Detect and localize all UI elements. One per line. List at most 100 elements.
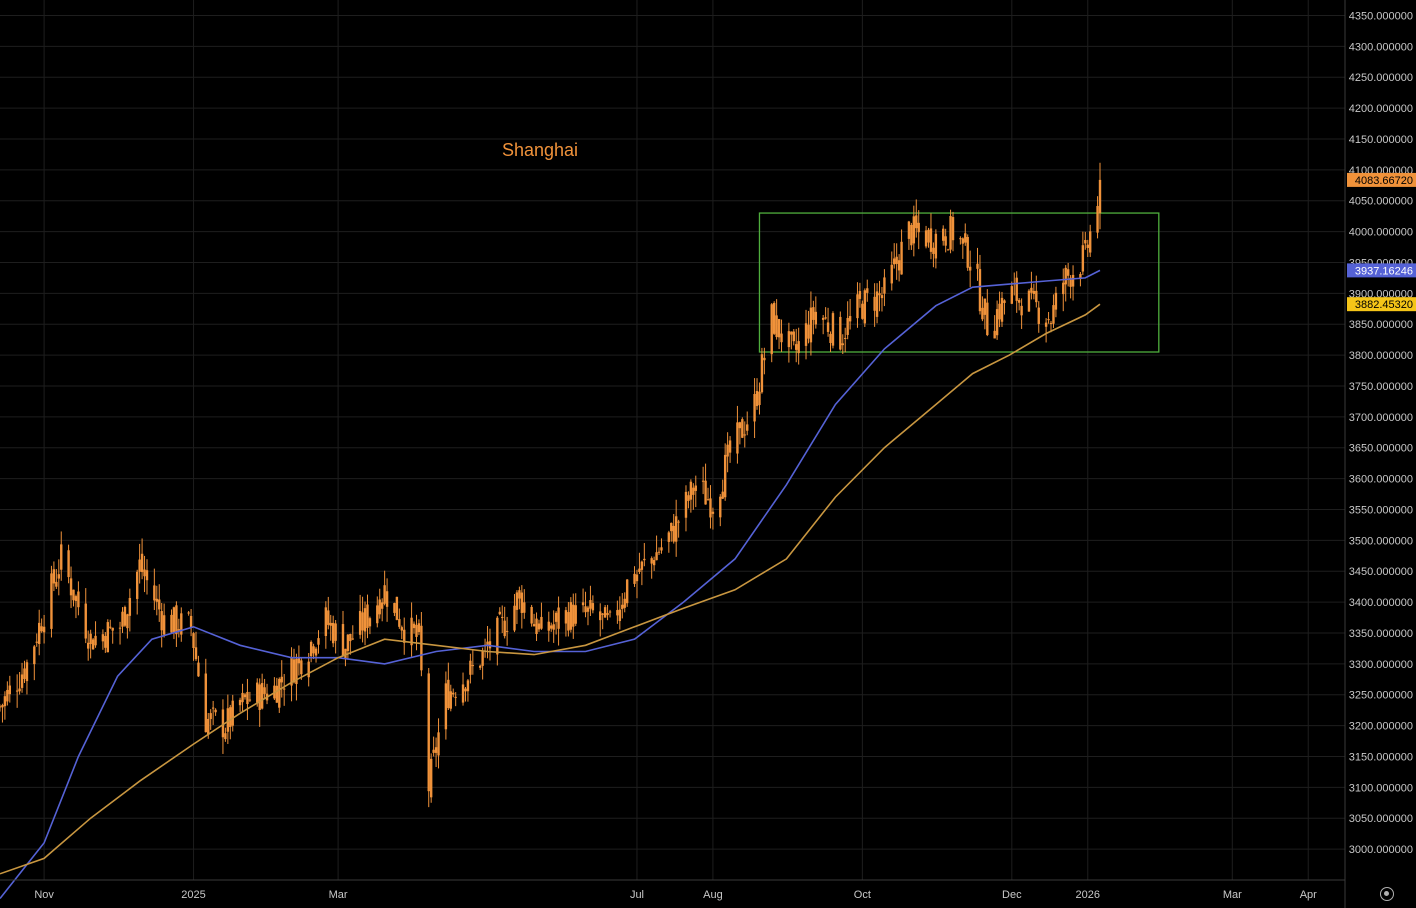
- candle-body: [246, 691, 249, 705]
- candle-body: [616, 610, 619, 616]
- candle-body: [674, 516, 678, 542]
- candle-body: [873, 296, 876, 311]
- candle-body: [893, 258, 896, 265]
- candle-body: [243, 694, 247, 698]
- candle-body: [363, 608, 367, 632]
- candle-body: [883, 277, 886, 294]
- candle-body: [863, 290, 867, 324]
- time-axis[interactable]: Nov 2025 Mar Jul Aug Oct Dec 2026 Mar Apr: [34, 889, 1317, 901]
- candle-body: [1066, 269, 1070, 276]
- candle-body: [466, 680, 470, 692]
- candle-body: [1000, 297, 1004, 322]
- candle-body: [1044, 322, 1048, 327]
- candle-body: [393, 603, 396, 613]
- candle-body: [728, 440, 732, 453]
- x-tick-label: Apr: [1300, 889, 1317, 901]
- candle-body: [777, 319, 781, 338]
- y-tick-label: 3500.000000: [1349, 535, 1413, 547]
- candle-body: [471, 665, 475, 667]
- candle-body: [875, 291, 879, 317]
- candle-body: [400, 627, 403, 631]
- y-tick-label: 3600.000000: [1349, 474, 1413, 486]
- candle-body: [0, 706, 2, 708]
- candle-body: [211, 707, 215, 709]
- candle-body: [309, 641, 313, 657]
- candle-body: [496, 617, 499, 655]
- candle-body: [513, 605, 516, 631]
- candle-body: [601, 613, 604, 615]
- candle-body: [104, 635, 107, 648]
- candle-body: [86, 642, 90, 649]
- candle-body: [623, 598, 626, 608]
- candle-body: [275, 685, 279, 703]
- candle-body: [101, 634, 105, 642]
- candle-body: [160, 611, 163, 631]
- candle-body: [660, 547, 663, 551]
- price-label: 3937.16246: [1355, 265, 1413, 277]
- candle-body: [35, 641, 38, 643]
- candle-body: [790, 331, 793, 335]
- y-tick-label: 3400.000000: [1349, 597, 1413, 609]
- candle-body: [452, 692, 455, 695]
- candle-body: [118, 627, 122, 629]
- candle-body: [295, 658, 298, 685]
- moving-average-slow-line: [0, 303, 1101, 875]
- candle-body: [447, 679, 450, 709]
- y-tick-label: 4000.000000: [1349, 227, 1413, 239]
- candle-body: [427, 673, 430, 792]
- candle-body: [618, 609, 622, 622]
- candle-body: [454, 696, 457, 698]
- candle-body: [719, 496, 722, 518]
- range-box-group: [758, 212, 1160, 353]
- candle-body: [84, 603, 87, 639]
- candle-body: [300, 660, 303, 675]
- candle-body: [515, 592, 519, 610]
- candle-body: [209, 713, 212, 720]
- candle-body: [1054, 292, 1058, 310]
- candle-body: [760, 354, 764, 393]
- candle-body: [376, 605, 379, 624]
- candle-body: [361, 612, 364, 631]
- candle-body: [1030, 287, 1033, 293]
- moving-average-lines: [0, 269, 1101, 899]
- candle-body: [282, 688, 286, 690]
- y-tick-label: 3150.000000: [1349, 751, 1413, 763]
- gear-icon[interactable]: [1380, 887, 1394, 901]
- candle-body: [532, 624, 536, 627]
- candle-body: [498, 611, 501, 615]
- candle-body: [684, 491, 688, 518]
- candle-body: [961, 238, 965, 244]
- candle-body: [792, 331, 795, 342]
- candle-body: [383, 585, 386, 604]
- candle-body: [946, 249, 950, 251]
- y-tick-label: 3200.000000: [1349, 721, 1413, 733]
- candle-body: [770, 304, 773, 355]
- candle-body: [170, 614, 173, 633]
- candle-body: [890, 264, 893, 284]
- candle-body: [429, 758, 433, 798]
- price-axis[interactable]: 3000.000000 3050.000000 3100.000000 3150.00…: [1349, 10, 1413, 856]
- candle-body: [1017, 300, 1021, 303]
- candle-body: [395, 596, 399, 620]
- candle-body: [934, 233, 938, 259]
- x-tick-label: Jul: [630, 889, 644, 901]
- candle-body: [57, 574, 60, 579]
- candle-body: [657, 551, 661, 553]
- candle-body: [94, 635, 97, 646]
- candle-body: [978, 269, 982, 312]
- candle-body: [229, 707, 232, 728]
- candle-body: [831, 313, 835, 346]
- y-tick-label: 4350.000000: [1349, 10, 1413, 22]
- candle-body: [486, 641, 489, 646]
- candle-body: [55, 581, 58, 587]
- candle-body: [346, 634, 350, 652]
- candle-body: [814, 311, 818, 325]
- candle-body: [1015, 277, 1018, 301]
- x-tick-label: Aug: [703, 889, 723, 901]
- candle-body: [503, 620, 506, 637]
- candle-body: [584, 606, 587, 613]
- candle-body: [33, 646, 36, 665]
- candle-body: [689, 481, 693, 500]
- candle-body: [942, 228, 945, 241]
